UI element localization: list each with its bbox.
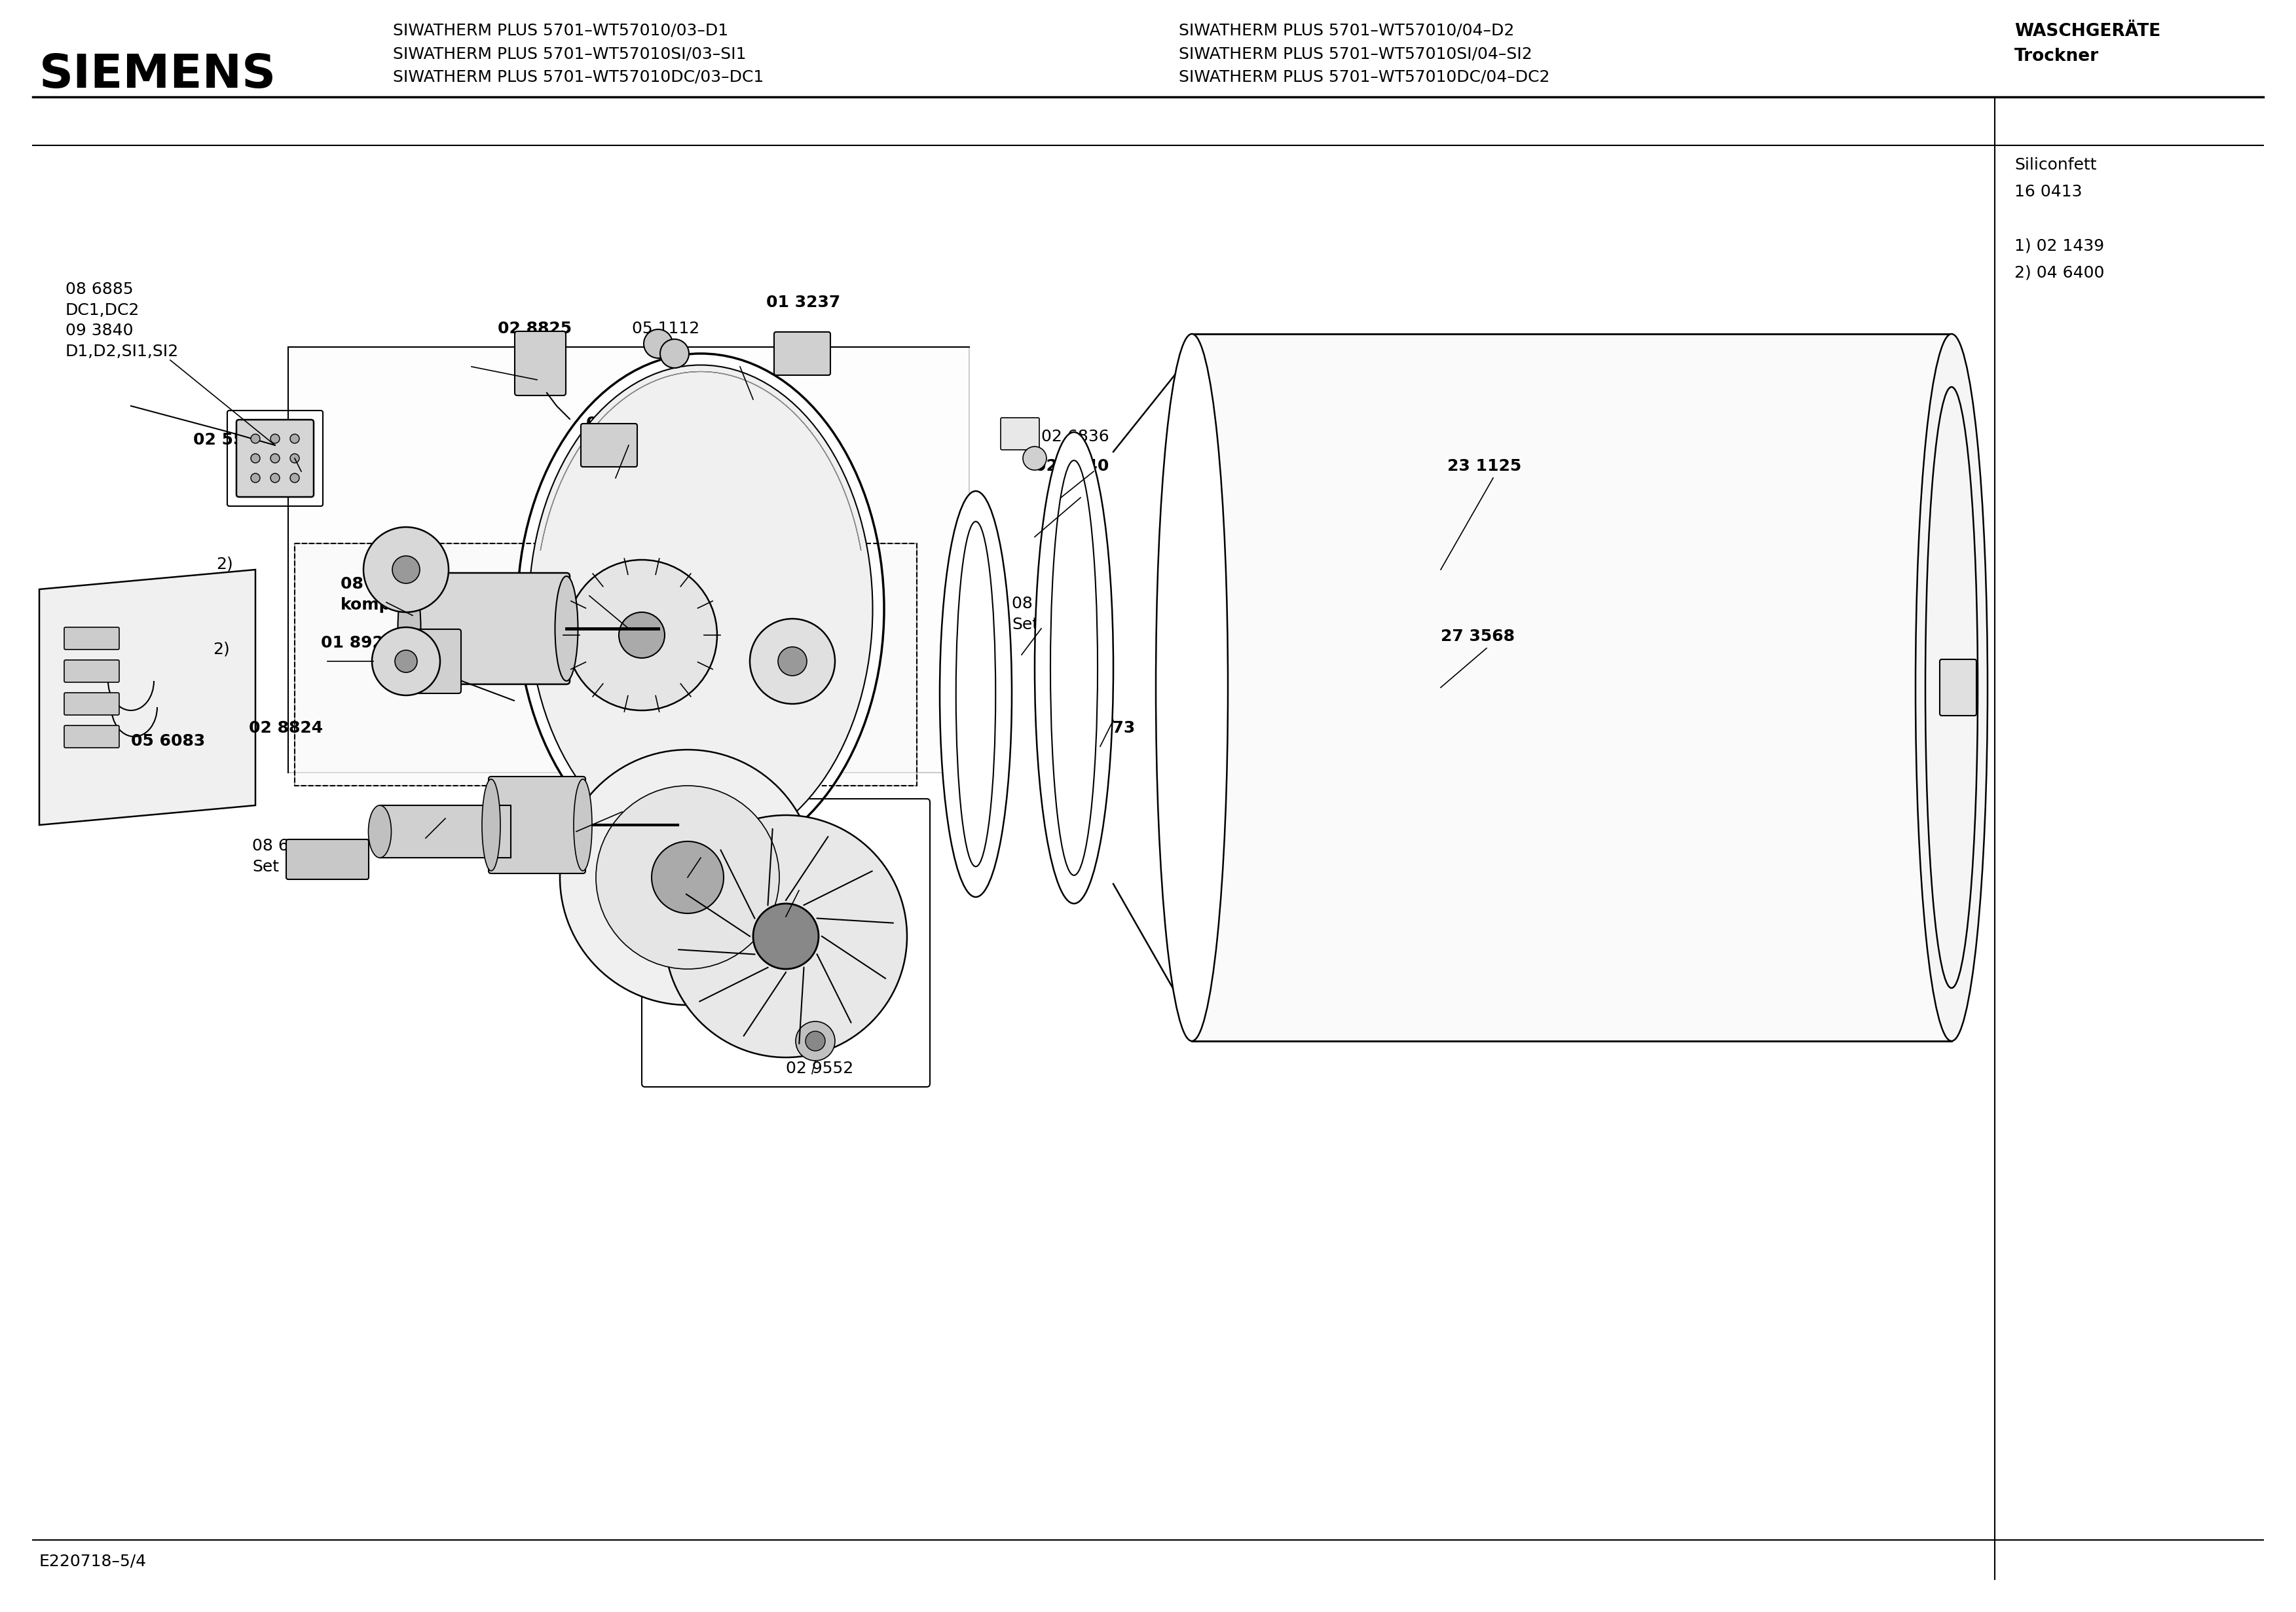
Circle shape (778, 646, 806, 675)
Text: 02 5596: 02 5596 (193, 432, 266, 448)
Circle shape (661, 339, 689, 368)
Ellipse shape (482, 779, 501, 870)
Text: 02 9552: 02 9552 (785, 1061, 854, 1077)
FancyBboxPatch shape (236, 419, 315, 496)
Circle shape (753, 904, 820, 969)
Circle shape (806, 1032, 824, 1051)
FancyBboxPatch shape (287, 840, 370, 879)
Text: 2): 2) (216, 556, 232, 572)
Text: 08 7593
kompl.: 08 7593 kompl. (340, 575, 416, 613)
Text: 11 1508: 11 1508 (792, 609, 866, 624)
Text: 10 9350: 10 9350 (682, 609, 755, 624)
Circle shape (652, 841, 723, 914)
Circle shape (363, 527, 448, 613)
FancyBboxPatch shape (1940, 659, 1977, 716)
Text: WASCHGERÄTE
Trockner: WASCHGERÄTE Trockner (2014, 23, 2161, 64)
Circle shape (289, 474, 298, 482)
Ellipse shape (955, 522, 996, 867)
Text: 1): 1) (585, 458, 604, 474)
FancyBboxPatch shape (64, 693, 119, 716)
Ellipse shape (1915, 334, 1988, 1041)
Text: SIWATHERM PLUS 5701–WT57010/04–D2
SIWATHERM PLUS 5701–WT57010SI/04–SI2
SIWATHERM: SIWATHERM PLUS 5701–WT57010/04–D2 SIWATH… (1178, 23, 1550, 85)
Circle shape (666, 816, 907, 1057)
Circle shape (372, 627, 441, 695)
FancyBboxPatch shape (406, 572, 569, 683)
FancyBboxPatch shape (397, 629, 461, 693)
Polygon shape (294, 543, 916, 785)
Circle shape (395, 650, 418, 672)
Ellipse shape (528, 364, 872, 853)
Circle shape (567, 559, 716, 711)
Text: 08 6523
Set: 08 6523 Set (253, 838, 319, 874)
Text: 14 0478: 14 0478 (413, 819, 487, 833)
Circle shape (271, 453, 280, 463)
Text: 01 8920: 01 8920 (321, 635, 395, 651)
Text: 01 3237: 01 3237 (767, 295, 840, 311)
FancyBboxPatch shape (774, 332, 831, 376)
FancyBboxPatch shape (64, 627, 119, 650)
FancyBboxPatch shape (64, 725, 119, 748)
Text: 2): 2) (214, 642, 230, 658)
Circle shape (289, 434, 298, 443)
Polygon shape (39, 569, 255, 825)
Text: E220718–5/4: E220718–5/4 (39, 1552, 147, 1568)
Ellipse shape (556, 575, 579, 680)
Circle shape (250, 453, 259, 463)
Circle shape (289, 453, 298, 463)
Circle shape (751, 619, 836, 704)
Circle shape (250, 434, 259, 443)
Ellipse shape (939, 492, 1013, 896)
FancyBboxPatch shape (1001, 418, 1040, 450)
Text: 02 8825: 02 8825 (498, 321, 572, 337)
Circle shape (643, 329, 673, 358)
Text: 05 0905: 05 0905 (551, 563, 625, 579)
Circle shape (250, 474, 259, 482)
Circle shape (597, 785, 778, 969)
Polygon shape (287, 347, 969, 772)
Text: 05 6083: 05 6083 (131, 733, 204, 750)
Text: 02 1440: 02 1440 (1035, 458, 1109, 474)
Text: 01 8994: 01 8994 (585, 416, 661, 432)
Ellipse shape (367, 806, 390, 858)
Circle shape (393, 556, 420, 584)
FancyBboxPatch shape (581, 424, 638, 467)
Circle shape (271, 434, 280, 443)
Text: SIEMENS: SIEMENS (39, 52, 276, 98)
Ellipse shape (517, 353, 884, 864)
Text: 08 5981: 08 5981 (760, 870, 833, 887)
Text: 08 5982: 08 5982 (647, 838, 723, 854)
FancyBboxPatch shape (489, 777, 585, 874)
Text: Siliconfett
16 0413

1) 02 1439
2) 04 6400: Siliconfett 16 0413 1) 02 1439 2) 04 640… (2014, 156, 2105, 280)
Text: 08 0959
Set: 08 0959 Set (1013, 596, 1079, 632)
Circle shape (797, 1022, 836, 1061)
Circle shape (1024, 447, 1047, 471)
Text: 02 9373: 02 9373 (576, 779, 650, 795)
FancyBboxPatch shape (64, 659, 119, 682)
Circle shape (620, 613, 666, 658)
Text: 08 6885
DC1,DC2
09 3840
D1,D2,SI1,SI2: 08 6885 DC1,DC2 09 3840 D1,D2,SI1,SI2 (67, 282, 179, 359)
Ellipse shape (397, 575, 420, 680)
Ellipse shape (574, 779, 592, 870)
Circle shape (560, 750, 815, 1004)
Text: 11 8373: 11 8373 (1061, 721, 1134, 737)
Text: 27 3568: 27 3568 (1440, 629, 1515, 645)
FancyBboxPatch shape (514, 332, 565, 395)
Polygon shape (379, 806, 510, 858)
Text: 23 1125: 23 1125 (1446, 458, 1522, 474)
Text: 1): 1) (785, 347, 804, 363)
Text: 02 6836: 02 6836 (1042, 429, 1109, 445)
Text: SIWATHERM PLUS 5701–WT57010/03–D1
SIWATHERM PLUS 5701–WT57010SI/03–SI1
SIWATHERM: SIWATHERM PLUS 5701–WT57010/03–D1 SIWATH… (393, 23, 765, 85)
Circle shape (271, 474, 280, 482)
Ellipse shape (1052, 461, 1097, 875)
Ellipse shape (1035, 432, 1114, 904)
Text: 02 8824: 02 8824 (248, 721, 324, 737)
Text: 05 1112: 05 1112 (631, 321, 700, 337)
Ellipse shape (1155, 334, 1228, 1041)
Polygon shape (1192, 334, 1952, 1041)
